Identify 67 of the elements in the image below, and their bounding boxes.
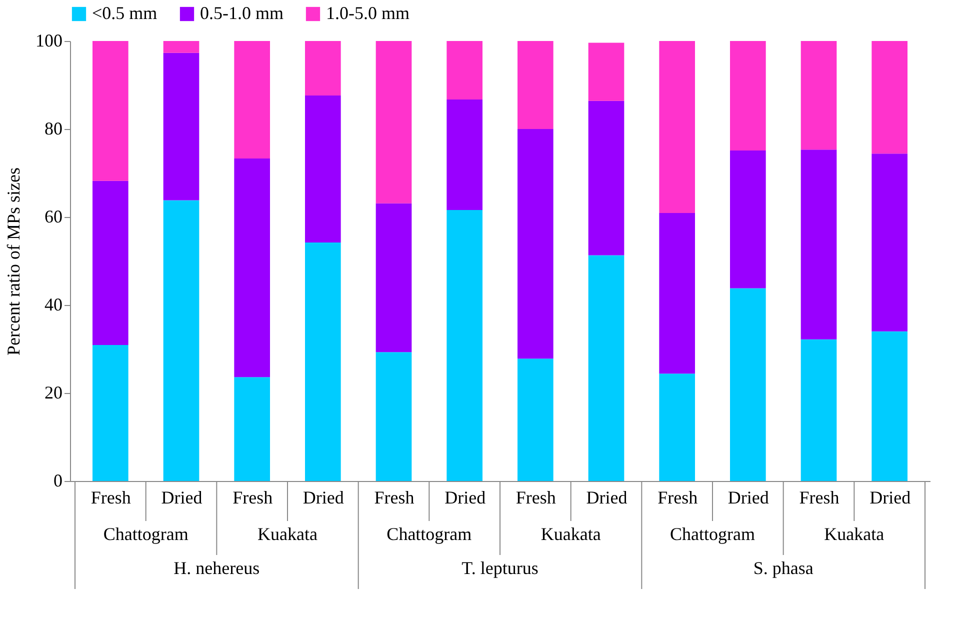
bar: [446, 100, 482, 210]
x-tick-label: Fresh: [799, 488, 840, 508]
x-tick-label: Fresh: [516, 488, 556, 508]
y-tick-label: 60: [44, 206, 62, 226]
text: Kuakata: [540, 524, 601, 544]
bar: [446, 41, 482, 100]
bar: [163, 200, 200, 481]
bar: [234, 41, 270, 158]
legend-label: <0.5 mm: [92, 3, 158, 23]
x-tick-label: Dried: [728, 488, 769, 508]
bar: [659, 41, 695, 214]
x-tick-label: Dried: [161, 488, 202, 508]
bar: [518, 358, 554, 481]
text: T. lepturus: [462, 558, 538, 578]
bar: [305, 41, 341, 96]
bar: [659, 374, 695, 481]
bar: [92, 345, 128, 481]
bar: [234, 377, 270, 481]
y-tick-label: 20: [44, 382, 62, 402]
bar: [92, 41, 128, 181]
bar: [872, 154, 908, 332]
y-tick-label: 40: [44, 294, 62, 314]
bar: [305, 242, 341, 481]
bar: [92, 180, 128, 346]
bar: [800, 150, 837, 340]
bar: [588, 42, 624, 101]
bar: [730, 150, 766, 288]
bar: [588, 100, 624, 256]
text: H. nehereus: [174, 558, 260, 578]
bar: [872, 41, 908, 154]
bar: [872, 331, 908, 481]
y-tick-label: 80: [44, 118, 62, 138]
x-tick-label: Fresh: [658, 488, 698, 508]
y-axis-title: Percent ratio of MPs sizes: [4, 168, 24, 356]
text: Chattogram: [103, 524, 188, 544]
text: Chattogram: [670, 524, 755, 544]
bar: [659, 213, 695, 374]
bar: [376, 352, 412, 481]
bar: [800, 41, 837, 150]
bar: [163, 41, 200, 53]
bar: [163, 52, 200, 200]
text: Kuakata: [824, 524, 884, 544]
legend-label: 1.0-5.0 mm: [326, 3, 410, 23]
x-tick-label: Dried: [302, 488, 344, 508]
x-tick-label: Fresh: [90, 488, 131, 508]
text: Kuakata: [258, 524, 318, 544]
x-tick-label: Fresh: [374, 488, 414, 508]
text: Chattogram: [386, 524, 472, 544]
bar: [730, 41, 766, 151]
legend-label: 0.5-1.0 mm: [200, 3, 284, 23]
bar: [518, 129, 554, 359]
bar: [518, 41, 554, 129]
text: S. phasa: [753, 558, 814, 578]
bar: [588, 255, 624, 481]
y-tick-label: 100: [36, 30, 62, 50]
bar: [800, 339, 837, 481]
bar: [730, 288, 766, 481]
bar: [376, 41, 412, 204]
bar: [234, 158, 270, 378]
x-tick-label: Fresh: [232, 488, 273, 508]
x-tick-label: Dried: [870, 488, 911, 508]
bar: [305, 96, 341, 243]
y-tick-label: 0: [54, 470, 62, 490]
x-tick-label: Dried: [586, 488, 628, 508]
bar: [446, 210, 482, 481]
bar: [376, 203, 412, 352]
x-tick-label: Dried: [444, 488, 486, 508]
